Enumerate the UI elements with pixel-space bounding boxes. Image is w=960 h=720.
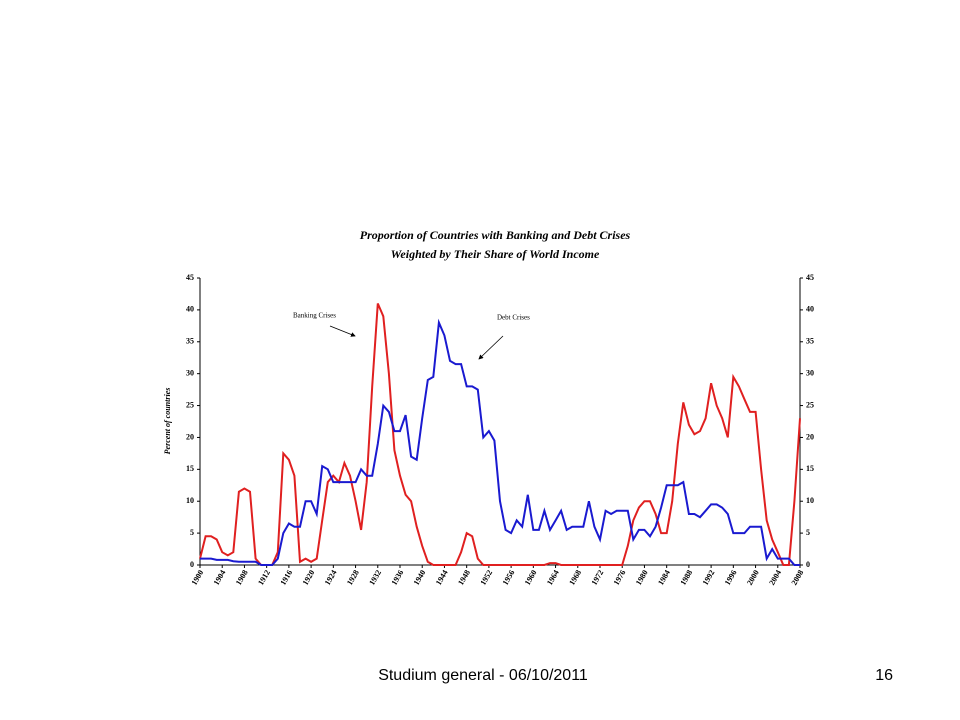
x-tick-label: 1972 (590, 568, 606, 586)
y2-tick-label: 35 (806, 337, 814, 346)
chart-subtitle: Weighted by Their Share of World Income (391, 247, 600, 261)
x-tick-label: 2008 (790, 568, 806, 586)
x-tick-label: 2000 (745, 568, 761, 586)
x-tick-label: 1924 (323, 568, 339, 586)
y2-tick-label: 20 (806, 432, 814, 441)
y2-tick-label: 45 (806, 273, 814, 282)
x-tick-label: 1936 (390, 568, 406, 586)
x-tick-label: 2004 (767, 568, 783, 586)
annotation: Debt Crises (497, 314, 530, 322)
x-tick-label: 1944 (434, 568, 450, 586)
data-line (200, 318, 800, 566)
y-tick-label: 10 (186, 496, 194, 505)
x-tick-label: 1988 (678, 568, 694, 586)
y-tick-label: 20 (186, 432, 194, 441)
x-tick-label: 1912 (256, 568, 272, 586)
x-tick-label: 1984 (656, 568, 672, 586)
y-tick-label: 45 (186, 273, 194, 282)
y2-tick-label: 25 (806, 400, 814, 409)
data-line (199, 303, 801, 566)
x-tick-label: 1940 (412, 568, 428, 586)
y-axis-label: Percent of countries (163, 388, 172, 455)
x-tick-label: 1964 (545, 568, 561, 586)
y-tick-label: 25 (186, 400, 194, 409)
x-tick-label: 1976 (612, 568, 628, 586)
chart-title: Proportion of Countries with Banking and… (360, 228, 631, 242)
y-tick-label: 15 (186, 464, 194, 473)
y2-tick-label: 0 (806, 560, 810, 569)
footer-text: Studium general - 06/10/2011 (378, 667, 588, 684)
x-tick-label: 1916 (278, 568, 294, 586)
x-tick-label: 1956 (501, 568, 517, 586)
page-number: 16 (875, 667, 893, 684)
x-tick-label: 1932 (367, 568, 383, 586)
x-tick-label: 1960 (523, 568, 539, 586)
y-tick-label: 30 (186, 368, 194, 377)
annotation-arrow (329, 325, 356, 337)
y2-tick-label: 40 (806, 305, 814, 314)
y-tick-label: 40 (186, 305, 194, 314)
x-tick-label: 1904 (212, 568, 228, 586)
y2-tick-label: 30 (806, 368, 814, 377)
y2-tick-label: 15 (806, 464, 814, 473)
x-tick-label: 1908 (234, 568, 250, 586)
y-tick-label: 5 (190, 528, 194, 537)
y2-tick-label: 5 (806, 528, 810, 537)
y-tick-label: 0 (190, 560, 194, 569)
annotation-arrow (478, 335, 504, 360)
x-tick-label: 1952 (478, 568, 494, 586)
x-tick-label: 1980 (634, 568, 650, 586)
x-tick-label: 1928 (345, 568, 361, 586)
x-tick-label: 1920 (301, 568, 317, 586)
y-tick-label: 35 (186, 337, 194, 346)
x-tick-label: 1992 (701, 568, 717, 586)
x-tick-label: 1948 (456, 568, 472, 586)
x-tick-label: 1968 (567, 568, 583, 586)
x-tick-label: 1900 (190, 568, 206, 586)
y2-tick-label: 10 (806, 496, 814, 505)
annotation: Banking Crises (293, 312, 336, 320)
x-tick-label: 1996 (723, 568, 739, 586)
